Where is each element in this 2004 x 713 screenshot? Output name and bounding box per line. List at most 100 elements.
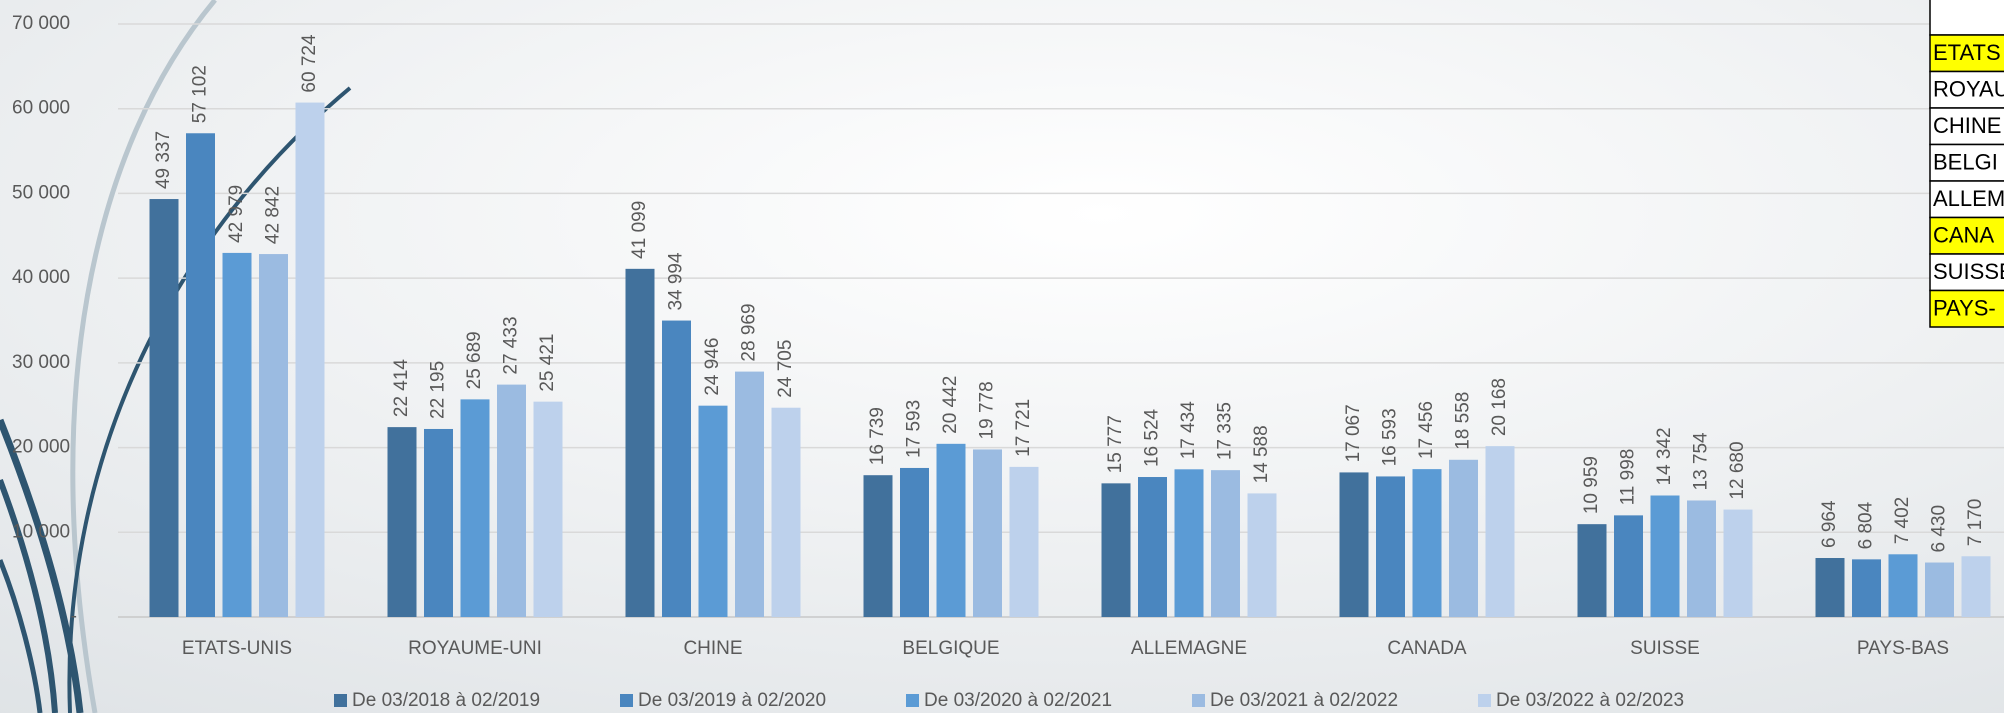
legend-swatch	[620, 694, 633, 707]
x-tick-label: ROYAUME-UNI	[408, 638, 542, 659]
table-cell-text: ROYAU	[1933, 76, 2004, 101]
legend-swatch	[334, 694, 347, 707]
value-label: 11 998	[1618, 449, 1639, 506]
value-label: 7 170	[1965, 499, 1986, 547]
value-label: 25 689	[464, 331, 485, 389]
value-label: 20 442	[940, 376, 961, 434]
x-tick-label: BELGIQUE	[902, 638, 999, 659]
value-label: 57 102	[190, 65, 211, 123]
bar	[424, 428, 453, 617]
value-label: 22 414	[391, 359, 412, 418]
bar	[497, 384, 526, 617]
bar	[1687, 500, 1716, 617]
bar	[1888, 554, 1918, 617]
legend-label: De 03/2019 à 02/2020	[638, 690, 826, 711]
bar	[1339, 472, 1369, 617]
table-cell-text: CHINE	[1933, 113, 2001, 138]
x-tick-label: SUISSE	[1630, 638, 1700, 659]
bar	[259, 254, 288, 617]
value-label: 16 524	[1142, 408, 1163, 467]
value-label: 17 721	[1013, 399, 1034, 457]
bar	[149, 199, 179, 617]
table-cell-text: CANA	[1933, 222, 1994, 247]
table-cell	[1929, 34, 2004, 73]
value-label: 27 433	[501, 316, 522, 374]
value-label: 18 558	[1453, 392, 1474, 450]
value-label: 24 705	[775, 340, 796, 398]
bar	[1174, 469, 1204, 617]
y-tick-label: 70 000	[12, 13, 70, 34]
bar	[295, 102, 325, 617]
value-label: 60 724	[299, 34, 320, 93]
x-tick-label: CHINE	[683, 638, 742, 659]
bar	[1449, 459, 1478, 617]
legend-swatch	[1478, 694, 1491, 707]
bar	[1101, 483, 1131, 617]
table-cell	[1929, 289, 2004, 328]
value-label: 20 168	[1489, 378, 1510, 436]
value-label: 15 777	[1105, 415, 1126, 473]
bar	[1577, 524, 1607, 617]
value-label: 12 680	[1727, 441, 1748, 499]
value-label: 41 099	[629, 201, 650, 259]
legend-label: De 03/2018 à 02/2019	[352, 690, 540, 711]
bar	[1723, 509, 1753, 617]
bar	[1852, 559, 1881, 617]
value-label: 34 994	[666, 252, 687, 311]
x-tick-label: ALLEMAGNE	[1131, 638, 1247, 659]
bar	[1650, 495, 1680, 617]
table-header-cell	[1929, 0, 2004, 36]
y-tick-label: 50 000	[12, 182, 70, 203]
y-tick-label: 60 000	[12, 98, 70, 119]
bar	[1412, 469, 1442, 617]
value-label: 17 335	[1215, 402, 1236, 460]
value-label: 7 402	[1892, 497, 1913, 545]
y-tick-label: 10 000	[12, 521, 70, 542]
bar	[1815, 558, 1845, 617]
bar	[973, 449, 1002, 617]
decoration	[0, 0, 352, 713]
value-label: 22 195	[428, 361, 449, 419]
value-label: 28 969	[739, 303, 760, 361]
table-cell-text: PAYS-	[1933, 295, 1996, 320]
value-label: 14 588	[1251, 425, 1272, 483]
y-tick-label: 40 000	[12, 267, 70, 288]
value-label: 6 964	[1819, 500, 1840, 548]
x-tick-label: PAYS-BAS	[1857, 638, 1949, 659]
value-label: 14 342	[1654, 427, 1675, 485]
y-tick-label: 20 000	[12, 437, 70, 458]
value-label: 13 754	[1691, 432, 1712, 491]
legend-swatch	[1192, 694, 1205, 707]
bar	[863, 475, 893, 617]
y-tick-label: 30 000	[12, 352, 70, 373]
plot: - 10 000 20 000 30 000 40 000 50 000 60 000 70 …	[12, 13, 2004, 711]
bar	[936, 443, 966, 617]
table-cell-text: BELGI	[1933, 149, 1998, 174]
bar	[698, 405, 728, 617]
bar	[186, 133, 215, 618]
bar	[900, 467, 929, 617]
value-label: 17 434	[1178, 401, 1199, 460]
legend-label: De 03/2020 à 02/2021	[924, 690, 1112, 711]
bar	[460, 399, 490, 617]
table-cell-text: ALLEM	[1933, 186, 2004, 211]
table: ETATS ROYAU CHINE BELGI ALLEM CANA SUISSE PAYS-	[1929, 0, 2004, 328]
bar	[1009, 466, 1039, 617]
bar	[222, 252, 252, 617]
bar	[1614, 515, 1643, 617]
bar	[1376, 476, 1405, 617]
bar	[533, 401, 563, 617]
x-tick-label: ETATS-UNIS	[182, 638, 292, 659]
table-cell	[1929, 70, 2004, 109]
value-label: 19 778	[977, 381, 998, 439]
bar	[662, 320, 691, 617]
bar	[1925, 562, 1954, 617]
value-label: 49 337	[153, 131, 174, 189]
bar	[625, 268, 655, 617]
value-label: 42 979	[226, 185, 247, 243]
bar	[771, 407, 801, 617]
bar	[1138, 477, 1167, 617]
y-tick-label: -	[71, 606, 77, 627]
value-label: 6 430	[1929, 505, 1950, 553]
